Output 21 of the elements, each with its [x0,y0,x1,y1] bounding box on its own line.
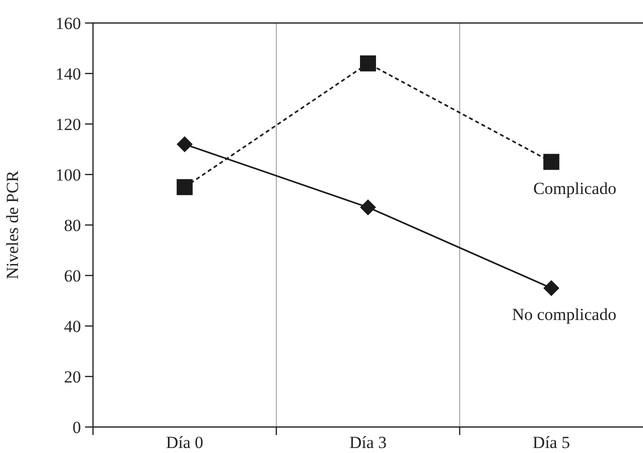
y-tick-label: 40 [64,316,81,336]
point [360,199,376,216]
x-tick-label: Día 3 [349,433,387,452]
y-tick-label: 100 [56,165,81,184]
y-tick-label: 120 [56,114,81,134]
point [360,55,376,72]
point [543,280,560,296]
y-tick-label: 20 [64,367,81,386]
y-tick-label: 0 [72,418,81,437]
y-axis-title: Niveles de PCR [3,170,22,280]
point [543,154,560,170]
point [176,136,193,152]
y-tick-label: 80 [64,216,81,235]
series-label: No complicado [512,305,616,324]
point [176,179,193,196]
y-tick-label: 160 [56,14,81,33]
series-label: Complicado [533,178,616,198]
x-tick-label: Día 5 [532,433,570,452]
y-tick-label: 140 [56,64,81,84]
x-tick-label: Día 0 [166,433,204,452]
y-tick-label: 60 [64,266,81,286]
